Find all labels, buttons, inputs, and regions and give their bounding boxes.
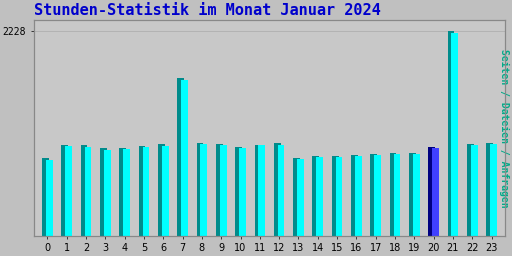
Bar (61, 145, 68, 236)
Text: Stunden-Statistik im Monat Januar 2024: Stunden-Statistik im Monat Januar 2024 (34, 3, 380, 18)
Bar (123, 149, 130, 236)
Bar (162, 146, 168, 236)
Y-axis label: Seiten / Dateien / Anfragen: Seiten / Dateien / Anfragen (499, 49, 509, 207)
Bar (467, 144, 474, 236)
Bar (332, 156, 338, 236)
Bar (239, 148, 246, 236)
Bar (158, 144, 165, 236)
Bar (201, 144, 207, 236)
Bar (278, 145, 285, 236)
Bar (259, 145, 265, 236)
Bar (46, 160, 53, 236)
Bar (274, 143, 281, 236)
Bar (177, 78, 184, 236)
Bar (119, 148, 126, 236)
Bar (471, 145, 478, 236)
Bar (486, 143, 493, 236)
Bar (216, 144, 223, 236)
Bar (452, 33, 458, 236)
Bar (390, 153, 396, 236)
Bar (254, 145, 261, 236)
Bar (429, 147, 435, 236)
Bar (104, 150, 111, 236)
Bar (351, 155, 358, 236)
Bar (490, 144, 497, 236)
Bar (293, 158, 300, 236)
Bar (42, 158, 49, 236)
Bar (432, 148, 439, 236)
Bar (312, 156, 319, 236)
Bar (413, 154, 420, 236)
Bar (394, 154, 400, 236)
Bar (297, 159, 304, 236)
Bar (142, 147, 150, 236)
Bar (336, 157, 343, 236)
Bar (197, 143, 203, 236)
Bar (235, 147, 242, 236)
Bar (220, 145, 226, 236)
Bar (84, 147, 91, 236)
Bar (139, 146, 145, 236)
Bar (409, 153, 416, 236)
Bar (181, 80, 188, 236)
Bar (316, 157, 323, 236)
Bar (81, 145, 88, 236)
Bar (370, 154, 377, 236)
Bar (355, 156, 361, 236)
Bar (66, 146, 72, 236)
Bar (374, 155, 381, 236)
Bar (100, 148, 107, 236)
Bar (447, 31, 454, 236)
